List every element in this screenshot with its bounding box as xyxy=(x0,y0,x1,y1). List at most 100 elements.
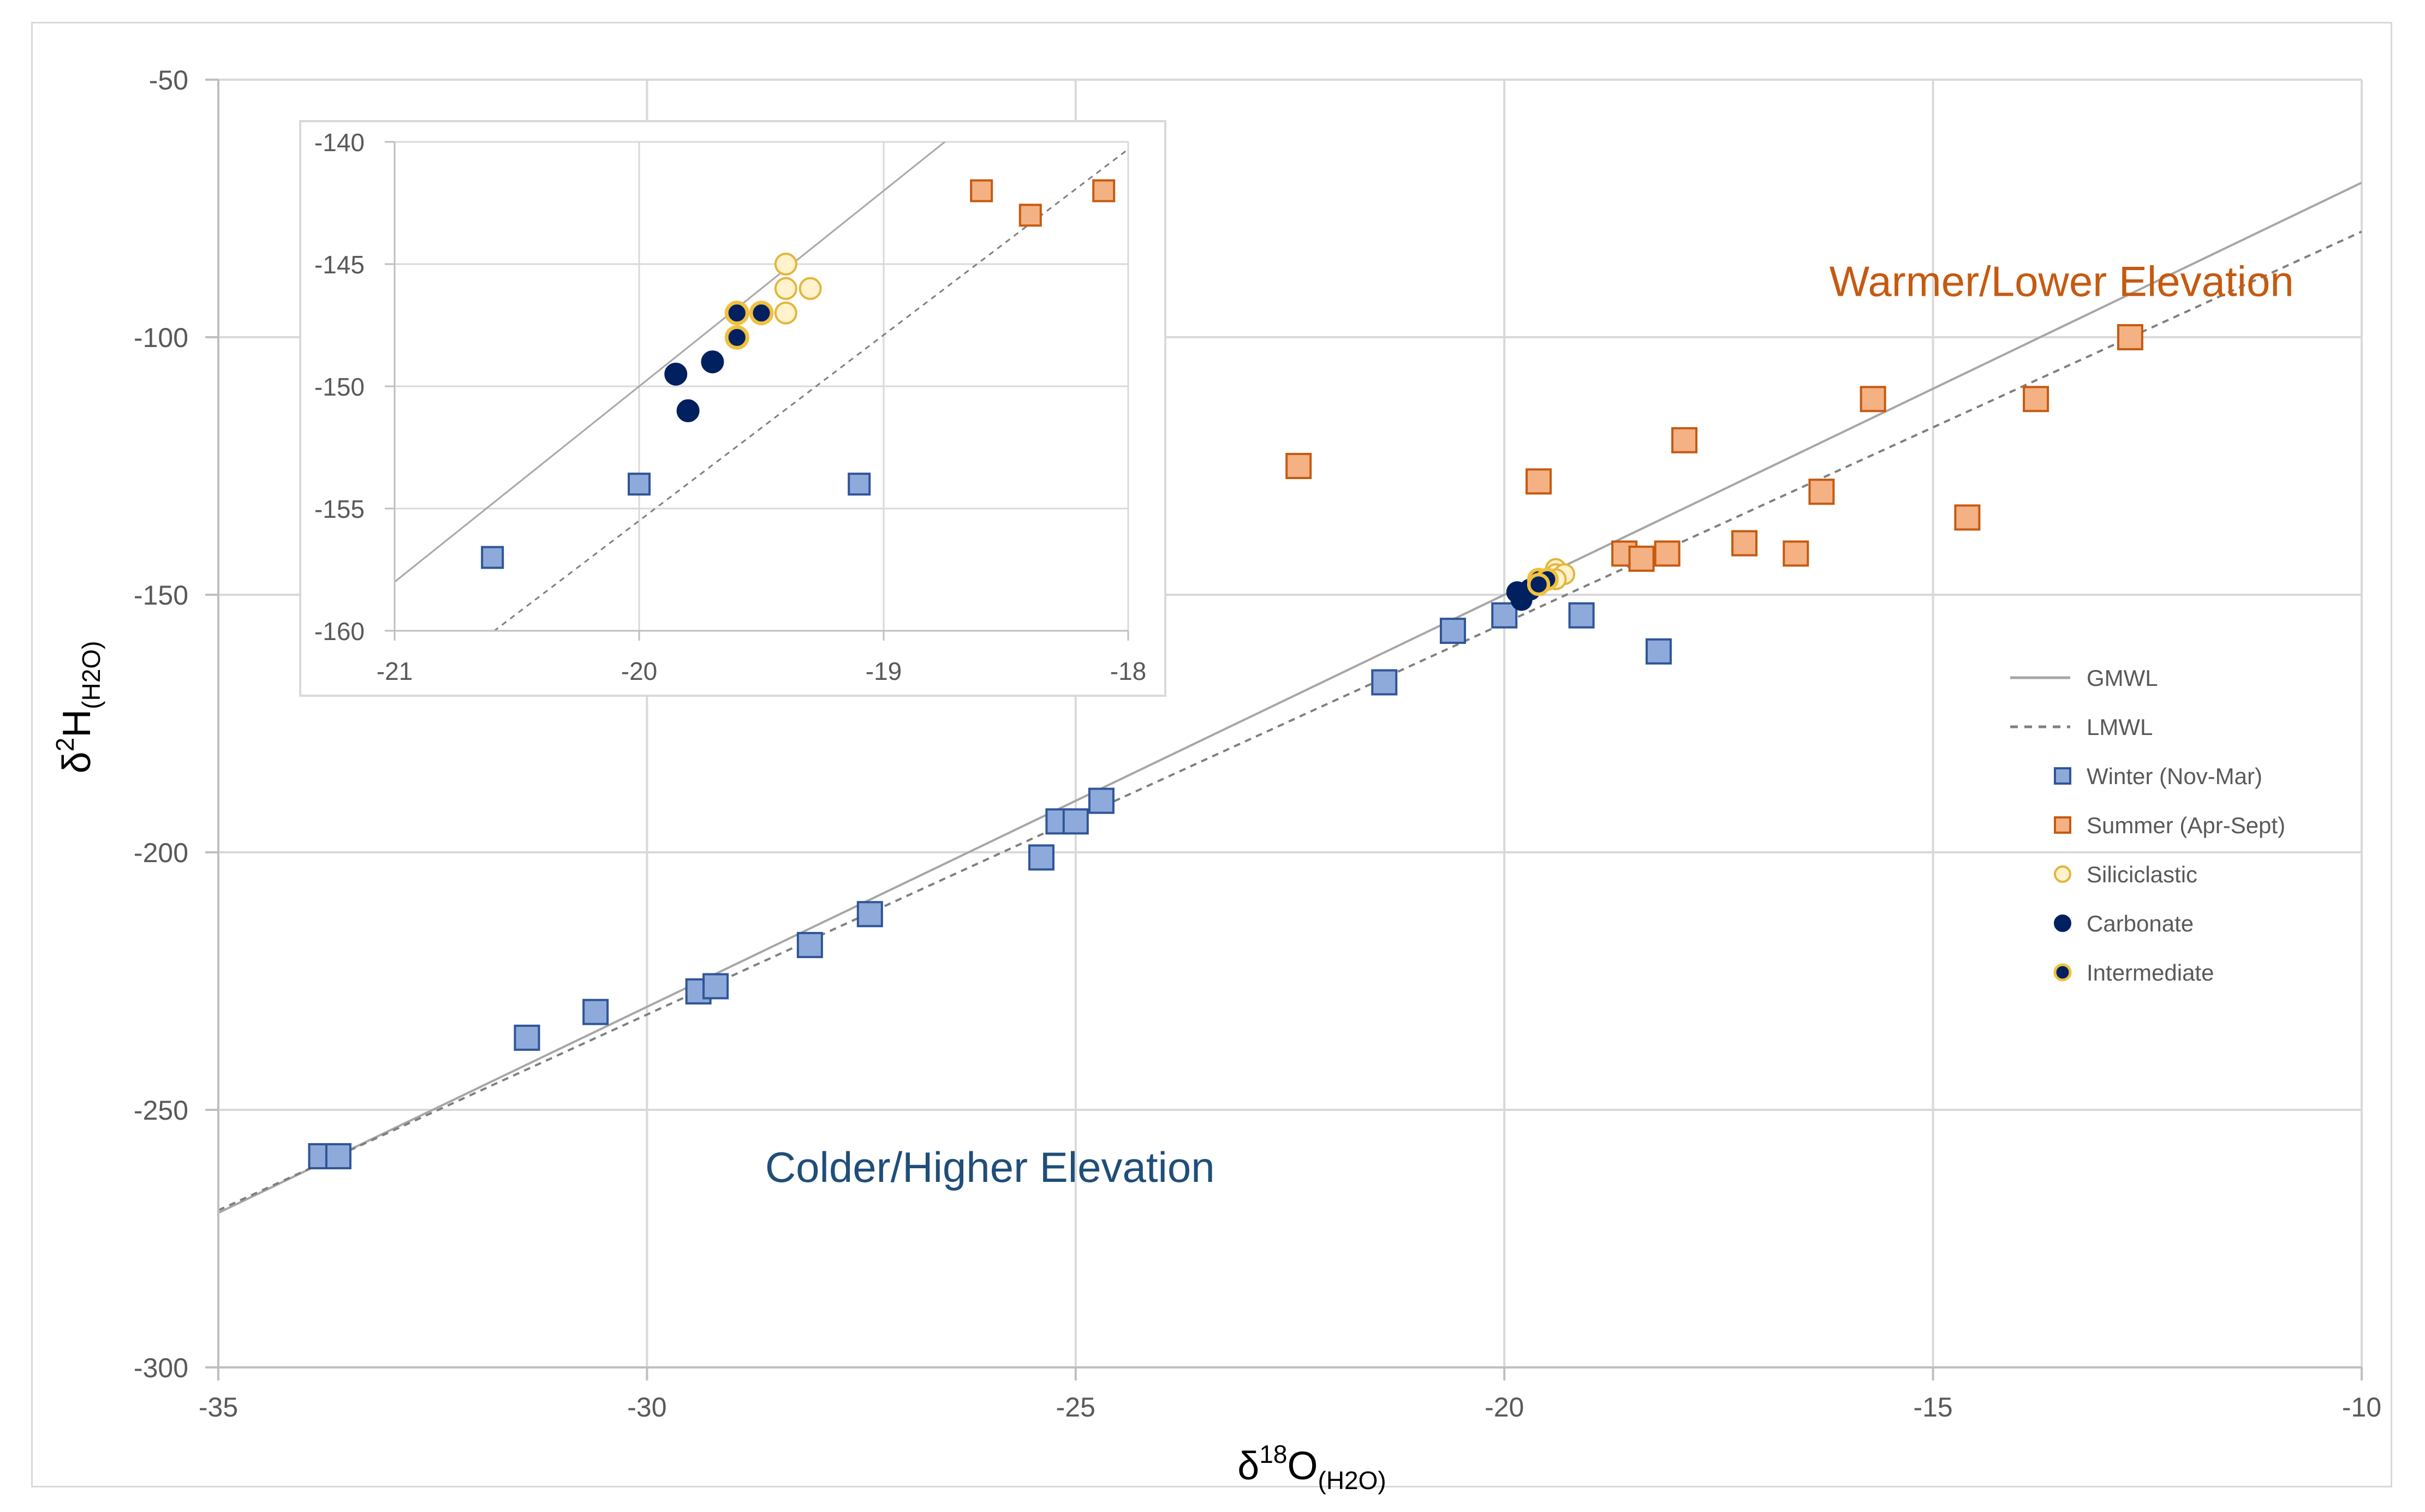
inset-y-tick-label: -145 xyxy=(314,250,365,279)
data-point xyxy=(1954,504,1981,531)
inset-x-tick-label: -18 xyxy=(1110,657,1146,685)
inset-y-tick-label: -140 xyxy=(314,128,365,157)
data-point xyxy=(796,931,823,958)
data-point xyxy=(1526,468,1552,495)
data-point xyxy=(1062,808,1089,835)
x-axis-title-main: δ xyxy=(1237,1444,1259,1488)
inset-chart: -140 -145 -150 -155 -160 -21 -20 -19 -18 xyxy=(299,120,1166,697)
main-lines xyxy=(218,181,2362,1214)
inset-data-point xyxy=(774,277,797,300)
x-axis-title-sup: 18 xyxy=(1259,1440,1287,1468)
legend-swatch xyxy=(2054,816,2071,834)
annotation-warmer: Warmer/Lower Elevation xyxy=(1830,257,2294,305)
data-point xyxy=(1439,618,1466,644)
data-point xyxy=(1088,787,1115,814)
data-point xyxy=(1731,530,1758,557)
annotation-colder: Colder/Higher Elevation xyxy=(765,1143,1215,1191)
inset-data-point xyxy=(848,473,871,496)
inset-y-tick-label: -150 xyxy=(314,373,365,401)
data-point xyxy=(1860,386,1886,413)
data-point xyxy=(1568,602,1595,629)
legend-swatch xyxy=(2054,767,2071,785)
x-tick-label: -35 xyxy=(199,1392,238,1423)
y-tick-label: -250 xyxy=(134,1095,188,1126)
inset-y-tick-label: -160 xyxy=(314,617,365,646)
x-axis-title-rest: O xyxy=(1288,1444,1318,1488)
inset-x-tick-label: -21 xyxy=(377,657,413,685)
data-point xyxy=(1645,638,1672,665)
inset-data-point xyxy=(664,362,688,386)
data-point xyxy=(1285,453,1312,479)
inset-lines xyxy=(395,142,1128,631)
data-point xyxy=(1808,479,1835,505)
data-point xyxy=(856,901,883,928)
x-tick-label: -25 xyxy=(1056,1392,1095,1423)
y-tick-label: -50 xyxy=(149,65,188,95)
y-tick-label: -300 xyxy=(134,1353,188,1383)
x-tick-label: -10 xyxy=(2342,1392,2381,1423)
inset-data-point xyxy=(701,350,724,374)
data-point xyxy=(1671,427,1698,453)
y-axis-title-sub: (H2O) xyxy=(77,641,105,709)
x-tick-label: -15 xyxy=(1913,1392,1952,1423)
legend-label: Siliciclastic xyxy=(2087,862,2197,887)
y-axis-title-main: δ xyxy=(55,751,99,773)
inset-data-point xyxy=(481,546,504,569)
inset-data-point xyxy=(799,277,822,300)
data-point xyxy=(1628,545,1655,572)
data-point xyxy=(325,1143,351,1169)
legend-label: Intermediate xyxy=(2087,960,2214,985)
x-axis-title: δ18O(H2O) xyxy=(1237,1440,1386,1495)
inset-points xyxy=(481,179,1116,569)
data-point xyxy=(1654,540,1681,567)
lmwl-line xyxy=(218,230,2362,1211)
inset-data-point xyxy=(749,301,774,326)
annotations: Warmer/Lower Elevation Colder/Higher Ele… xyxy=(765,257,2294,1191)
data-point xyxy=(1371,669,1398,696)
data-point xyxy=(1028,844,1054,871)
legend-label: LMWL xyxy=(2087,714,2153,740)
axis-titles: δ18O(H2O) δ2H(H2O) xyxy=(51,641,1386,1495)
y-tick-label: -100 xyxy=(134,322,188,353)
data-point xyxy=(514,1024,540,1051)
gmwl-line xyxy=(218,181,2362,1214)
data-point xyxy=(2117,324,2143,350)
inset-data-point xyxy=(1092,179,1116,202)
y-axis-title-rest: H xyxy=(55,709,99,738)
inset-data-point xyxy=(1018,204,1042,227)
inset-data-point xyxy=(628,473,651,496)
x-tick-label: -30 xyxy=(627,1392,666,1423)
legend-label: Winter (Nov-Mar) xyxy=(2087,763,2262,789)
inset-data-point xyxy=(676,399,700,422)
x-tick-label: -20 xyxy=(1485,1392,1524,1423)
data-point xyxy=(1491,602,1518,629)
gmwl-line xyxy=(395,142,946,583)
inset-data-point xyxy=(970,179,993,202)
y-axis-title-sup: 2 xyxy=(51,738,79,752)
inset-data-point xyxy=(774,253,797,276)
inset-data-point xyxy=(724,325,749,350)
data-point xyxy=(1783,540,1809,567)
legend: GMWL LMWL Winter (Nov-Mar) Summer (Apr-Sept… xyxy=(2010,665,2285,985)
x-axis-title-sub: (H2O) xyxy=(1318,1466,1386,1495)
main-axes: -50 -100 -150 -200 -250 -300 -35 -30 -25 -20 -15 -1… xyxy=(134,65,2381,1423)
legend-swatch xyxy=(2054,915,2071,932)
y-tick-label: -200 xyxy=(134,838,188,868)
lmwl-line xyxy=(493,148,1128,631)
data-point xyxy=(582,999,609,1025)
legend-label: GMWL xyxy=(2087,665,2158,691)
data-point xyxy=(702,973,729,1000)
y-axis-title: δ2H(H2O) xyxy=(51,641,105,774)
inset-axes: -140 -145 -150 -155 -160 -21 -20 -19 -18 xyxy=(314,128,1146,685)
data-point xyxy=(1527,572,1551,596)
legend-label: Summer (Apr-Sept) xyxy=(2087,812,2285,838)
legend-swatch xyxy=(2053,963,2072,982)
legend-swatch xyxy=(2054,865,2071,883)
legend-label: Carbonate xyxy=(2087,911,2194,936)
data-point xyxy=(2023,386,2049,413)
inset-data-point xyxy=(724,301,749,326)
inset-x-tick-label: -20 xyxy=(621,657,657,685)
inset-y-tick-label: -155 xyxy=(314,495,365,523)
inset-x-tick-label: -19 xyxy=(866,657,902,685)
